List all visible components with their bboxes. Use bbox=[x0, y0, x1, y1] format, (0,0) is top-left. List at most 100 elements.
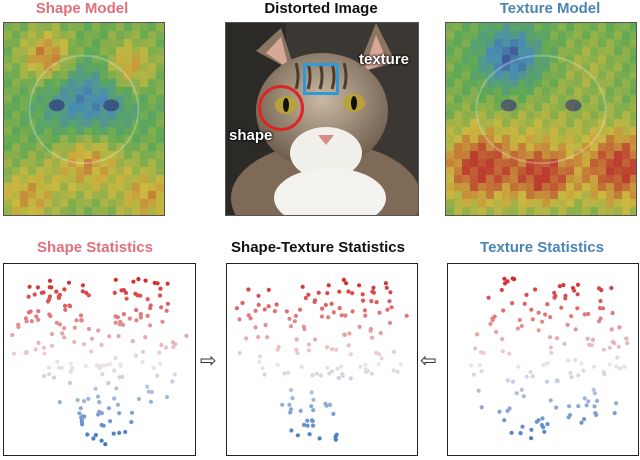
texture-box-marker bbox=[303, 63, 339, 95]
stat-point bbox=[543, 312, 548, 317]
stat-point bbox=[547, 335, 553, 340]
stat-point bbox=[285, 370, 291, 375]
stat-point bbox=[557, 284, 562, 289]
stat-point bbox=[240, 300, 245, 306]
stat-point bbox=[93, 432, 98, 438]
stat-point bbox=[573, 357, 578, 363]
stat-point bbox=[94, 363, 99, 368]
stat-point bbox=[68, 361, 73, 366]
stat-point bbox=[534, 419, 539, 424]
stat-point bbox=[106, 406, 112, 411]
stat-point bbox=[579, 420, 584, 425]
stat-point bbox=[343, 313, 348, 318]
stat-point bbox=[118, 362, 123, 367]
stat-point bbox=[549, 350, 554, 355]
stat-point bbox=[246, 313, 251, 318]
stat-point bbox=[47, 278, 53, 283]
stat-point bbox=[475, 332, 480, 337]
stat-point bbox=[501, 308, 506, 313]
stat-point bbox=[300, 284, 305, 289]
stat-point bbox=[592, 391, 597, 396]
stat-point bbox=[35, 285, 40, 290]
shape-model-title: Shape Model bbox=[35, 0, 129, 17]
stat-point bbox=[519, 387, 524, 392]
stat-point bbox=[275, 347, 280, 352]
stat-point bbox=[333, 437, 338, 442]
stat-point bbox=[371, 285, 376, 290]
stat-point bbox=[272, 309, 277, 314]
stat-point bbox=[91, 436, 96, 441]
stat-point bbox=[555, 378, 560, 383]
stat-point bbox=[617, 325, 622, 330]
stat-point bbox=[370, 335, 375, 340]
stat-point bbox=[99, 342, 104, 347]
stat-point bbox=[357, 324, 362, 329]
stat-point bbox=[289, 407, 294, 412]
stat-point bbox=[301, 324, 306, 329]
stat-point bbox=[78, 313, 84, 318]
stat-point bbox=[337, 289, 342, 294]
shape-circle-marker bbox=[258, 85, 304, 131]
stat-point bbox=[114, 386, 119, 391]
stat-point bbox=[256, 335, 261, 340]
stat-point bbox=[515, 326, 520, 331]
shape-heatmap-graphic bbox=[4, 23, 164, 215]
stat-point bbox=[602, 372, 607, 377]
stat-point bbox=[327, 371, 332, 376]
stat-point bbox=[391, 368, 396, 373]
distorted-image-photo: texture shape bbox=[225, 22, 419, 216]
stat-point bbox=[371, 290, 376, 295]
stat-point bbox=[101, 363, 106, 368]
stat-point bbox=[548, 398, 553, 403]
stat-point bbox=[614, 364, 619, 369]
stat-point bbox=[317, 436, 322, 441]
stat-point bbox=[488, 321, 493, 326]
stat-point bbox=[346, 343, 351, 348]
stat-point bbox=[106, 381, 111, 386]
stat-point bbox=[591, 387, 596, 392]
texture-statistics-title: Texture Statistics bbox=[480, 239, 604, 256]
stat-point bbox=[614, 401, 619, 406]
stat-point bbox=[502, 418, 507, 423]
stat-point bbox=[260, 366, 265, 371]
stat-point bbox=[609, 285, 614, 291]
stat-point bbox=[616, 344, 621, 349]
stat-point bbox=[548, 345, 553, 350]
stat-point bbox=[134, 318, 139, 323]
stat-point bbox=[306, 292, 311, 297]
stat-point bbox=[385, 307, 390, 312]
stat-point bbox=[581, 368, 586, 373]
stat-point bbox=[348, 352, 353, 357]
stat-point bbox=[327, 402, 333, 407]
stat-point bbox=[311, 397, 316, 402]
stat-point bbox=[184, 333, 189, 338]
stat-point bbox=[26, 294, 31, 299]
stat-point bbox=[306, 348, 312, 353]
stat-point bbox=[325, 365, 330, 371]
stat-point bbox=[136, 396, 142, 402]
stat-point bbox=[256, 293, 261, 298]
stat-point bbox=[46, 365, 52, 370]
shape-texture-statistics-points bbox=[234, 277, 409, 442]
stat-point bbox=[593, 411, 598, 416]
stat-point bbox=[62, 287, 67, 292]
stat-point bbox=[66, 280, 72, 285]
stat-point bbox=[155, 373, 160, 378]
stat-point bbox=[83, 363, 88, 369]
stat-point bbox=[522, 301, 527, 306]
stat-point bbox=[591, 364, 597, 369]
stat-point bbox=[326, 315, 331, 320]
stat-point bbox=[530, 317, 535, 322]
stat-point bbox=[55, 359, 60, 364]
stat-point bbox=[123, 429, 128, 435]
stat-point bbox=[554, 405, 559, 410]
stat-point bbox=[555, 336, 560, 341]
stat-point bbox=[51, 375, 57, 380]
stat-point bbox=[575, 306, 580, 311]
stat-point bbox=[618, 366, 623, 371]
stat-point bbox=[471, 372, 476, 377]
stat-point bbox=[47, 294, 53, 299]
texture-heatmap-graphic bbox=[446, 23, 636, 215]
stat-point bbox=[93, 386, 98, 391]
stat-point bbox=[481, 350, 486, 356]
